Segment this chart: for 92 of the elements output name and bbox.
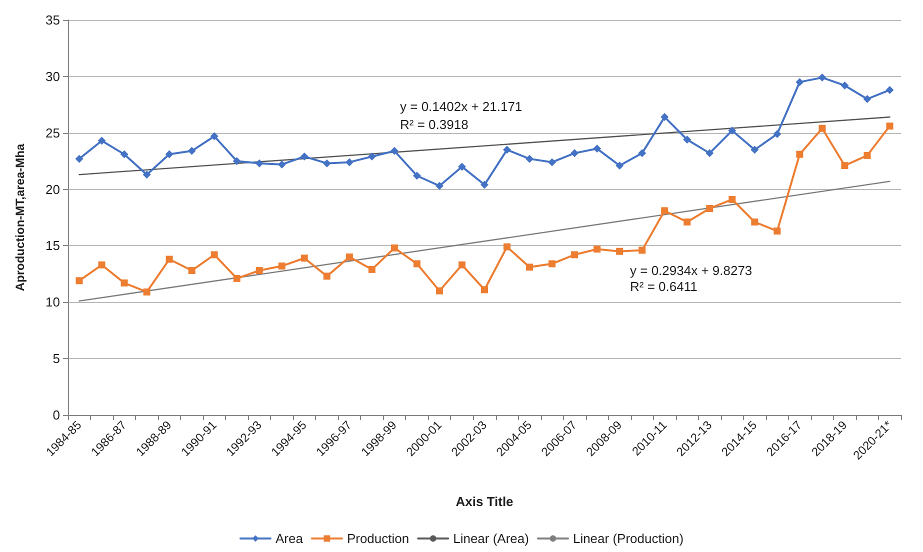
point xyxy=(774,228,781,235)
point xyxy=(233,274,240,282)
point xyxy=(323,272,330,280)
point xyxy=(818,124,826,132)
point xyxy=(256,267,263,274)
point xyxy=(548,158,556,166)
point xyxy=(660,113,669,122)
point xyxy=(594,246,601,253)
point xyxy=(390,244,398,252)
point xyxy=(526,154,534,163)
point xyxy=(480,180,488,189)
point xyxy=(638,149,646,158)
point xyxy=(143,288,150,296)
point xyxy=(796,150,804,158)
point xyxy=(683,136,692,144)
y-tick-label: 15 xyxy=(46,238,60,254)
point xyxy=(728,126,736,135)
point xyxy=(526,264,534,271)
point xyxy=(210,132,218,140)
point xyxy=(750,146,759,154)
point xyxy=(232,157,241,166)
point xyxy=(886,122,894,130)
point xyxy=(435,182,444,190)
point xyxy=(278,160,286,168)
y-tick-label: 30 xyxy=(46,68,60,84)
y-tick-label: 20 xyxy=(46,182,60,197)
point xyxy=(616,248,624,255)
point xyxy=(188,267,196,274)
point xyxy=(300,152,308,161)
point xyxy=(548,260,556,268)
point xyxy=(751,218,758,226)
point xyxy=(481,286,488,294)
legend-label: Production xyxy=(346,531,410,546)
point xyxy=(458,261,466,268)
point xyxy=(98,261,106,268)
point xyxy=(638,246,646,254)
point xyxy=(75,154,84,163)
point xyxy=(322,159,331,168)
y-tick-label: 10 xyxy=(46,294,60,310)
point xyxy=(706,149,714,158)
point xyxy=(661,207,668,214)
point xyxy=(841,162,848,170)
point xyxy=(840,81,849,90)
point xyxy=(76,277,83,284)
annotation: y = 0.2934x + 9.8273 xyxy=(630,263,752,278)
point xyxy=(706,204,714,212)
point xyxy=(188,146,196,155)
point xyxy=(345,158,354,166)
annotation: R² = 0.3918 xyxy=(400,117,468,132)
point xyxy=(142,170,151,179)
point xyxy=(98,136,106,145)
legend-label: Linear (Area) xyxy=(453,531,529,546)
point xyxy=(593,144,602,153)
x-axis-title: Axis Title xyxy=(456,494,514,509)
legend-label: Area xyxy=(275,531,304,546)
point xyxy=(278,262,286,270)
point xyxy=(368,266,376,273)
point xyxy=(120,150,128,158)
point xyxy=(616,162,624,170)
y-tick-label: 25 xyxy=(46,125,60,140)
point xyxy=(728,196,736,203)
point xyxy=(413,260,420,268)
point xyxy=(458,162,466,171)
point xyxy=(684,218,691,226)
point xyxy=(773,130,782,138)
point xyxy=(165,150,174,158)
legend-label: Linear (Production) xyxy=(572,531,684,546)
point xyxy=(796,78,804,86)
point xyxy=(571,251,578,258)
point xyxy=(390,146,398,155)
point xyxy=(436,287,443,294)
point xyxy=(255,159,264,168)
point xyxy=(166,256,173,263)
annotation: R² = 0.6411 xyxy=(630,279,698,294)
point xyxy=(504,243,511,250)
point xyxy=(864,152,871,159)
y-axis-title: Aproduction-MT,area-Mha xyxy=(13,144,27,292)
point xyxy=(368,152,376,161)
annotation: y = 0.1402x + 21.171 xyxy=(400,99,522,114)
point xyxy=(300,254,308,262)
point xyxy=(210,251,218,258)
point xyxy=(120,279,128,286)
y-tick-label: 0 xyxy=(52,408,60,422)
point xyxy=(346,254,353,260)
point xyxy=(570,149,579,158)
point xyxy=(863,95,872,103)
y-tick-label: 5 xyxy=(52,351,60,366)
point xyxy=(818,74,826,82)
point xyxy=(886,86,894,94)
point xyxy=(503,146,512,154)
y-tick-label: 35 xyxy=(46,12,60,28)
point xyxy=(412,172,421,180)
